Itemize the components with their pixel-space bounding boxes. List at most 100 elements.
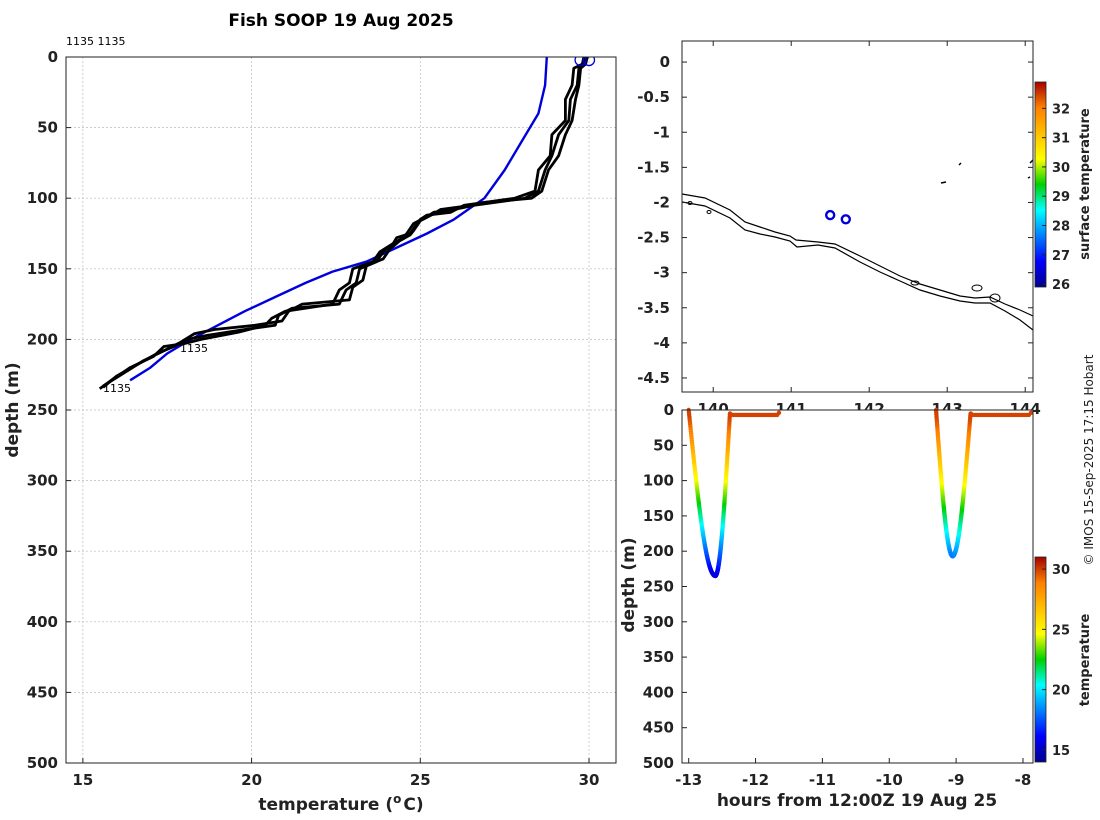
cast-id-label-bottom: 1135	[103, 382, 131, 395]
section-y-tick-label: 50	[653, 436, 674, 454]
surface-temp-colorbar-tick-label: 27	[1052, 249, 1070, 264]
map-y-tick-label: -4	[653, 334, 670, 352]
profile-cast-start-marker	[582, 57, 596, 67]
profile-xlabel-text: temperature	[258, 795, 379, 815]
profile-y-tick-label: 50	[37, 119, 58, 137]
temperature-colorbar	[1034, 556, 1047, 763]
profile-y-tick-label: 300	[27, 472, 58, 490]
temperature-colorbar-tick-label: 20	[1052, 684, 1070, 699]
surface-temp-colorbar	[1034, 81, 1047, 288]
island-3	[940, 181, 947, 184]
temperature-colorbar-tick-label: 15	[1052, 744, 1070, 759]
credit-text: © IMOS 15-Sep-2025 17:15 Hobart	[1082, 354, 1096, 565]
surface-temp-colorbar-tick-label: 29	[1052, 190, 1070, 205]
section-plot-area	[682, 410, 1033, 763]
island-4	[958, 162, 962, 166]
section-x-tick-label: -11	[809, 771, 836, 789]
profile-series-cast-3	[102, 57, 589, 388]
profile-y-axis-label: depth (m)	[3, 362, 23, 457]
profile-x-tick-label: 25	[410, 771, 431, 789]
map-y-tick-label: -2.5	[637, 229, 670, 247]
profile-cast-start-marker	[574, 57, 587, 67]
coastline-group	[682, 159, 1033, 331]
map-y-tick-label: -1	[653, 123, 670, 141]
profile-x-tick-label: 20	[241, 771, 262, 789]
profile-series-cast-1	[98, 57, 586, 390]
surface-temp-colorbar-tick-label: 30	[1052, 161, 1070, 176]
temperature-colorbar-ticks: 15 20 25 30	[1042, 563, 1070, 759]
section-x-tick-label: -10	[876, 771, 903, 789]
section-x-axis-label: hours from 12:00Z 19 Aug 25	[717, 791, 997, 811]
map-y-tick-label: -1.5	[637, 158, 670, 176]
section-y-tick-label: 150	[643, 507, 674, 525]
coastline-upper	[682, 193, 1033, 317]
profile-y-tick-label: 400	[27, 613, 58, 631]
map-y-tick-label: -0.5	[637, 88, 670, 106]
section-y-tick-label: 350	[643, 648, 674, 666]
section-x-tick-label: -13	[675, 771, 702, 789]
section-y-tick-label: 0	[664, 401, 674, 419]
profile-y-tick-label: 450	[27, 683, 58, 701]
island-2	[706, 210, 712, 214]
map-points	[825, 209, 851, 225]
map-cast-location	[840, 214, 851, 225]
chart-title: Fish SOOP 19 Aug 2025	[228, 11, 453, 31]
section-sample-point	[1028, 410, 1034, 416]
profile-x-axis-label: temperature (o C)	[258, 792, 423, 815]
map-y-tick-label: -3.5	[637, 299, 670, 317]
map-y-tick-label: 0	[660, 53, 670, 71]
section-y-tick-label: 500	[643, 754, 674, 772]
surface-temp-colorbar-tick-label: 28	[1052, 220, 1070, 235]
section-panel: -13 -12 -11 -10 -9 -8 0 50 100 150 200 250 300 350 400…	[619, 401, 1093, 811]
surface-temp-colorbar-tick-label: 31	[1052, 132, 1070, 147]
section-y-tick-label: 100	[643, 472, 674, 490]
map-y-tick-label: -2	[653, 193, 670, 211]
surface-temp-colorbar-label: surface temperature	[1078, 108, 1093, 260]
section-ticks: -13 -12 -11 -10 -9 -8 0 50 100 150 200 250 300 350 400…	[643, 401, 1032, 789]
profile-xlabel-degree: o	[393, 792, 401, 806]
map-y-tick-label: -4.5	[637, 369, 670, 387]
section-x-tick-label: -9	[948, 771, 965, 789]
profile-series-group	[98, 57, 596, 390]
cast-id-label-top: 1135 1135	[66, 35, 126, 48]
profile-y-tick-label: 200	[27, 330, 58, 348]
surface-temp-colorbar-tick-label: 26	[1052, 278, 1070, 293]
map-y-tick-label: -3	[653, 264, 670, 282]
coastline-lower	[682, 201, 1033, 331]
section-y-tick-label: 250	[643, 578, 674, 596]
temperature-colorbar-label: temperature	[1078, 614, 1093, 707]
section-sample-point	[776, 410, 782, 416]
temperature-colorbar-tick-label: 30	[1052, 563, 1070, 578]
section-y-tick-label: 400	[643, 683, 674, 701]
section-y-axis-label: depth (m)	[619, 537, 639, 632]
profile-xlabel-unit: C)	[403, 795, 423, 815]
map-cast-location	[825, 209, 836, 221]
profile-x-tick-label: 30	[579, 771, 600, 789]
surface-temp-colorbar-tick-label: 32	[1052, 102, 1070, 117]
map-plot-area	[682, 41, 1033, 392]
section-points	[686, 407, 1034, 579]
island-6	[971, 284, 983, 292]
profile-y-tick-label: 350	[27, 542, 58, 560]
profile-grid	[66, 56, 616, 764]
profile-x-tick-label: 15	[72, 771, 93, 789]
section-x-tick-label: -12	[742, 771, 769, 789]
island-1	[687, 201, 693, 205]
profile-plot-area	[66, 57, 616, 763]
profile-y-tick-label: 250	[27, 401, 58, 419]
profile-y-tick-label: 500	[27, 754, 58, 772]
temperature-colorbar-tick-label: 25	[1052, 623, 1070, 638]
section-x-tick-label: -8	[1015, 771, 1032, 789]
section-y-tick-label: 300	[643, 613, 674, 631]
cast-id-label-mid: 1135	[180, 342, 208, 355]
island-7	[989, 293, 1001, 303]
map-frame	[681, 40, 1034, 393]
profile-y-tick-label: 0	[48, 48, 58, 66]
surface-temp-colorbar-ticks: 26 27 28 29 30 31 32	[1042, 102, 1070, 293]
section-y-tick-label: 200	[643, 542, 674, 560]
profile-y-tick-label: 150	[27, 260, 58, 278]
